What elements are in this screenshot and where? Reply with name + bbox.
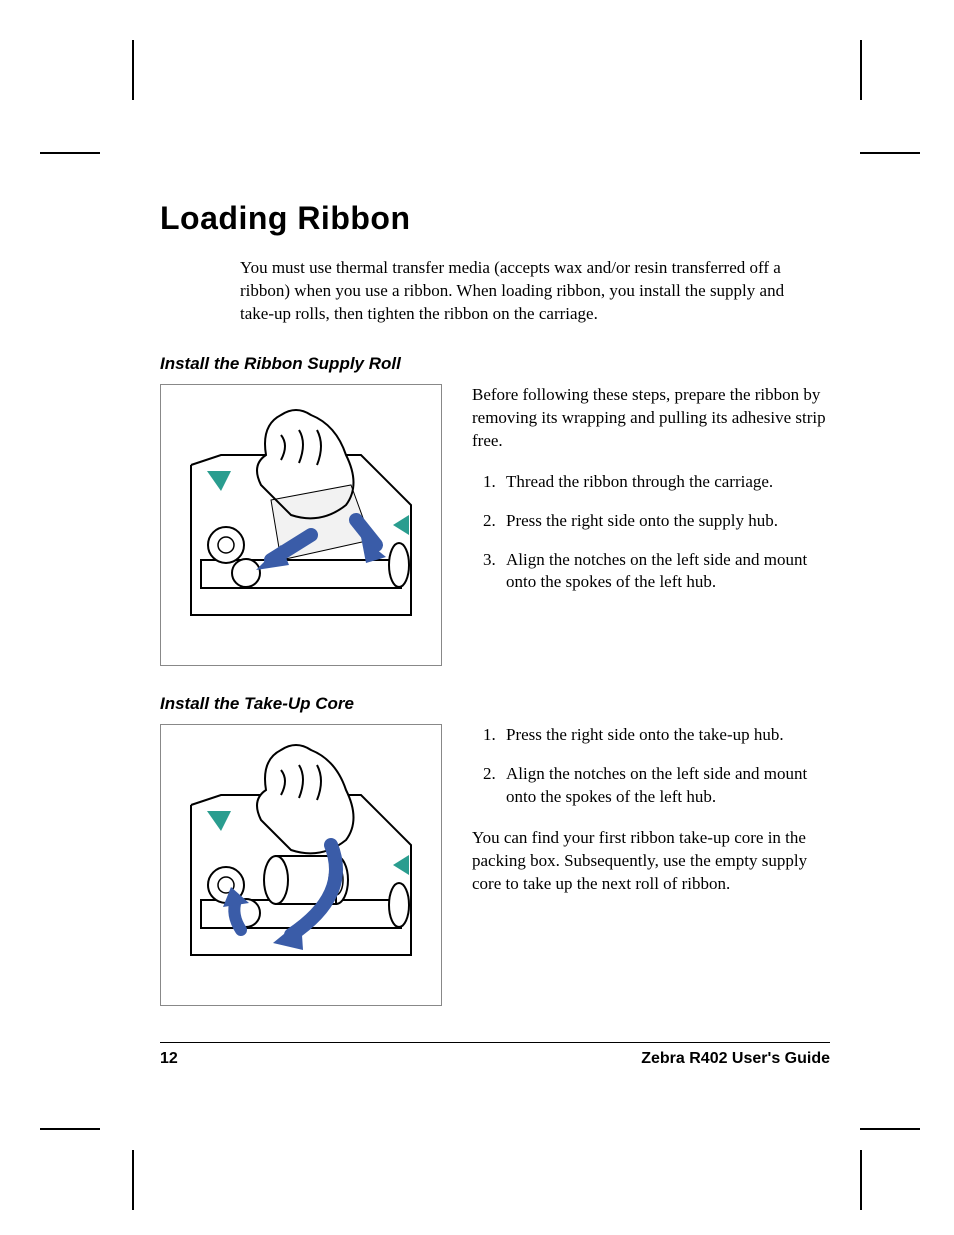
- section1: Before following these steps, prepare th…: [160, 384, 830, 666]
- section1-title: Install the Ribbon Supply Roll: [160, 354, 830, 374]
- page-heading: Loading Ribbon: [160, 200, 830, 237]
- intro-paragraph: You must use thermal transfer media (acc…: [240, 257, 820, 326]
- illustration-takeup-core: [160, 724, 442, 1006]
- footer-rule: [160, 1042, 830, 1043]
- section2-step-2: Align the notches on the left side and m…: [500, 763, 830, 809]
- section1-steps: Thread the ribbon through the carriage. …: [472, 471, 830, 595]
- section2-steps: Press the right side onto the take-up hu…: [472, 724, 830, 809]
- page-number: 12: [160, 1050, 178, 1068]
- section2-posttext: You can find your first ribbon take-up c…: [472, 827, 830, 896]
- section1-step-1: Thread the ribbon through the carriage.: [500, 471, 830, 494]
- illustration-ribbon-supply: [160, 384, 442, 666]
- section1-pretext: Before following these steps, prepare th…: [472, 384, 830, 453]
- section2-title: Install the Take-Up Core: [160, 694, 830, 714]
- section1-step-2: Press the right side onto the supply hub…: [500, 510, 830, 533]
- section1-step-3: Align the notches on the left side and m…: [500, 549, 830, 595]
- page-footer: 12 Zebra R402 User's Guide: [160, 1050, 830, 1068]
- section2: Press the right side onto the take-up hu…: [160, 724, 830, 1006]
- section2-step-1: Press the right side onto the take-up hu…: [500, 724, 830, 747]
- guide-title: Zebra R402 User's Guide: [641, 1050, 830, 1068]
